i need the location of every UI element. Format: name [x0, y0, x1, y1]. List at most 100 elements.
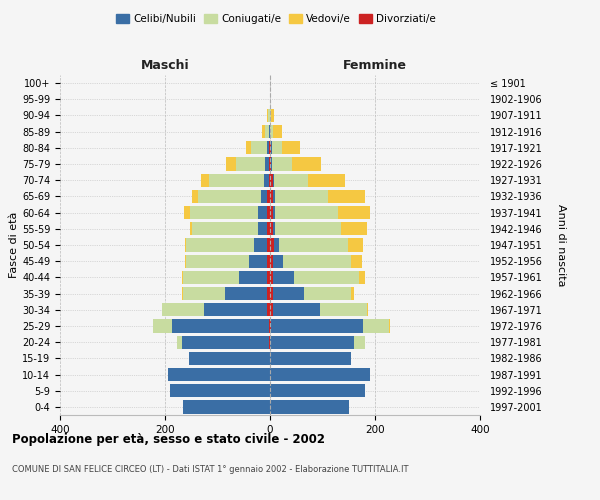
Bar [280, 238, 348, 252]
Bar [190, 222, 193, 235]
Bar [341, 222, 367, 235]
Bar [154, 320, 172, 332]
Bar [270, 320, 271, 332]
Bar [265, 125, 269, 138]
Bar [275, 222, 341, 235]
Bar [172, 320, 269, 332]
Bar [270, 141, 271, 154]
Bar [352, 287, 354, 300]
Bar [272, 141, 281, 154]
Bar [272, 190, 275, 203]
Bar [226, 287, 268, 300]
Bar [272, 158, 292, 170]
Bar [274, 238, 280, 252]
Bar [246, 141, 251, 154]
Bar [268, 238, 270, 252]
Bar [268, 222, 270, 235]
Bar [268, 206, 270, 220]
Bar [184, 270, 239, 284]
Bar [270, 287, 272, 300]
Bar [270, 158, 271, 170]
Bar [201, 174, 209, 187]
Bar [249, 254, 268, 268]
Bar [268, 270, 270, 284]
Bar [272, 254, 283, 268]
Bar [254, 238, 268, 252]
Bar [184, 206, 190, 220]
Bar [272, 303, 320, 316]
Bar [186, 254, 249, 268]
Bar [270, 303, 272, 316]
Bar [270, 190, 272, 203]
Bar [367, 303, 368, 316]
Bar [275, 206, 338, 220]
Bar [258, 206, 268, 220]
Bar [275, 190, 328, 203]
Bar [304, 287, 352, 300]
Bar [268, 254, 270, 268]
Text: COMUNE DI SAN FELICE CIRCEO (LT) - Dati ISTAT 1° gennaio 2002 - Elaborazione TUT: COMUNE DI SAN FELICE CIRCEO (LT) - Dati … [12, 465, 409, 474]
Bar [270, 400, 349, 413]
Bar [236, 158, 265, 170]
Bar [264, 174, 269, 187]
Bar [270, 109, 271, 122]
Bar [292, 158, 321, 170]
Bar [167, 368, 270, 381]
Text: Popolazione per età, sesso e stato civile - 2002: Popolazione per età, sesso e stato civil… [12, 432, 325, 446]
Bar [268, 190, 270, 203]
Bar [170, 384, 270, 398]
Bar [188, 352, 270, 365]
Bar [352, 254, 362, 268]
Bar [271, 320, 363, 332]
Bar [272, 174, 274, 187]
Bar [270, 336, 354, 349]
Bar [272, 287, 304, 300]
Bar [182, 336, 269, 349]
Y-axis label: Anni di nascita: Anni di nascita [556, 204, 566, 286]
Bar [184, 400, 270, 413]
Bar [270, 238, 274, 252]
Bar [268, 109, 270, 122]
Bar [177, 336, 182, 349]
Bar [269, 320, 270, 332]
Bar [270, 368, 370, 381]
Bar [293, 270, 359, 284]
Bar [272, 125, 282, 138]
Y-axis label: Fasce di età: Fasce di età [9, 212, 19, 278]
Bar [272, 222, 275, 235]
Text: Femmine: Femmine [343, 59, 407, 72]
Bar [268, 303, 270, 316]
Bar [185, 238, 186, 252]
Bar [182, 270, 184, 284]
Bar [269, 336, 270, 349]
Bar [270, 352, 352, 365]
Bar [270, 222, 272, 235]
Bar [274, 174, 308, 187]
Legend: Celibi/Nubili, Coniugati/e, Vedovi/e, Divorziati/e: Celibi/Nubili, Coniugati/e, Vedovi/e, Di… [112, 10, 440, 29]
Bar [269, 125, 270, 138]
Bar [269, 141, 270, 154]
Bar [163, 303, 205, 316]
Bar [363, 320, 389, 332]
Bar [270, 270, 272, 284]
Bar [182, 287, 184, 300]
Text: Maschi: Maschi [140, 59, 190, 72]
Bar [267, 141, 269, 154]
Bar [270, 384, 365, 398]
Bar [338, 206, 370, 220]
Bar [270, 174, 272, 187]
Bar [190, 206, 258, 220]
Bar [268, 287, 270, 300]
Bar [308, 174, 344, 187]
Bar [186, 238, 254, 252]
Bar [205, 303, 268, 316]
Bar [354, 336, 365, 349]
Bar [185, 254, 186, 268]
Bar [270, 125, 272, 138]
Bar [270, 254, 272, 268]
Bar [265, 158, 269, 170]
Bar [193, 222, 258, 235]
Bar [271, 141, 272, 154]
Bar [209, 174, 264, 187]
Bar [320, 303, 367, 316]
